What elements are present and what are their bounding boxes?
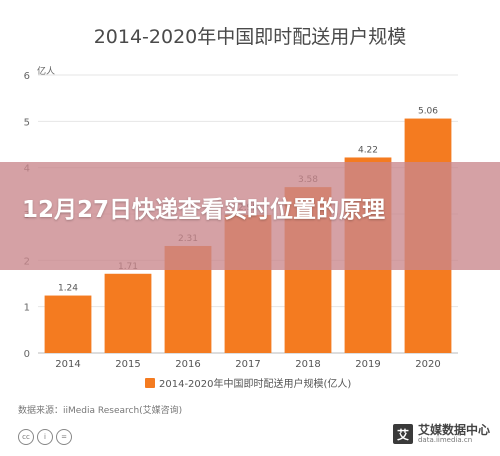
- y-tick-label: 1: [24, 303, 30, 314]
- headline-overlay: [0, 162, 500, 270]
- data-source: 数据来源：iiMedia Research(艾媒咨询): [18, 406, 183, 416]
- y-tick-label: 6: [24, 71, 30, 82]
- x-tick-label: 2020: [415, 359, 440, 370]
- cc-icon: cc: [18, 429, 34, 445]
- x-tick-label: 2017: [235, 359, 260, 370]
- bar: [104, 273, 152, 353]
- bar-value-label: 1.24: [58, 284, 78, 294]
- legend-swatch: [145, 377, 155, 388]
- brand-watermark: 艾 艾媒数据中心 data.iimedia.cn: [392, 423, 490, 444]
- bar: [44, 295, 92, 353]
- x-tick-label: 2014: [55, 359, 80, 370]
- brand-url: data.iimedia.cn: [417, 435, 473, 444]
- brand-name: 艾媒数据中心: [417, 423, 490, 438]
- legend-label: 2014-2020年中国即时配送用户规模(亿人): [159, 379, 352, 390]
- chart-title: 2014-2020年中国即时配送用户规模: [93, 26, 407, 48]
- x-tick-label: 2015: [115, 359, 140, 370]
- equal-icon: =: [56, 429, 72, 445]
- x-tick-label: 2016: [175, 359, 200, 370]
- y-tick-label: 0: [24, 349, 30, 360]
- y-axis-unit: 亿人: [37, 67, 56, 77]
- x-tick-label: 2018: [295, 359, 320, 370]
- chart-legend: 2014-2020年中国即时配送用户规模(亿人): [145, 375, 351, 390]
- y-tick-label: 5: [24, 117, 30, 128]
- brand-logo: 艾: [392, 424, 413, 444]
- bar-value-label: 4.22: [358, 145, 378, 155]
- headline-text: 12月27日快递查看实时位置的原理: [22, 197, 386, 223]
- by-icon: i: [37, 429, 53, 445]
- license-icons: cc i =: [18, 429, 72, 445]
- bar-value-label: 5.06: [418, 107, 438, 117]
- x-tick-label: 2019: [355, 359, 380, 370]
